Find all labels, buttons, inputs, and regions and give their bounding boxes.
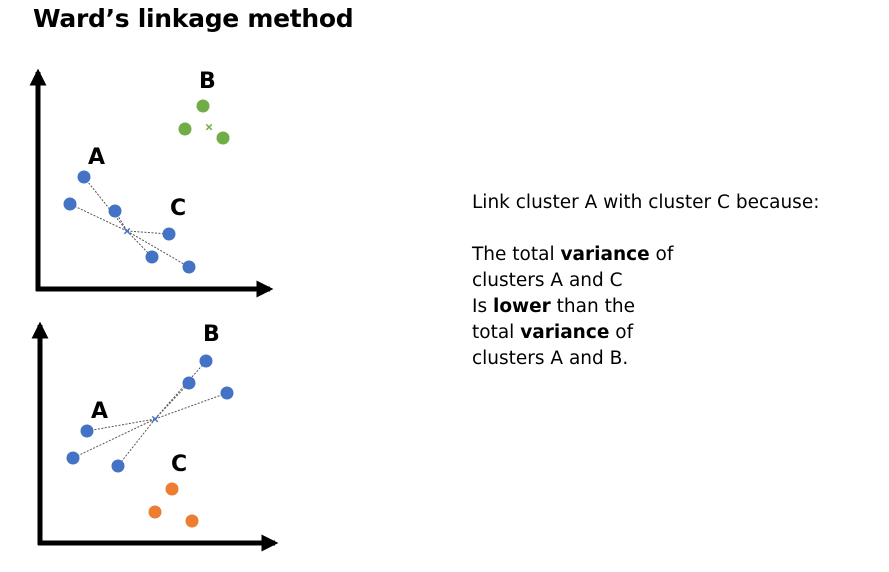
emphasis-lower: lower — [492, 296, 551, 317]
bottom-cluster-ab: × — [66, 354, 234, 473]
bottom-point-a — [66, 451, 80, 465]
top-cluster-b: × — [178, 99, 230, 145]
bottom-cluster-c — [148, 482, 199, 528]
top-point-b — [196, 99, 210, 113]
explanation-line-5: clusters A and B. — [472, 348, 629, 369]
top-point-c — [162, 227, 176, 241]
top-point-a — [108, 204, 122, 218]
top-cluster-ac: × — [63, 170, 196, 274]
bottom-link — [154, 392, 228, 420]
explanation-line-2: clusters A and C — [472, 270, 623, 291]
bottom-link — [72, 418, 156, 459]
top-point-a — [77, 170, 91, 184]
top-label-c: C — [170, 196, 186, 221]
explanation-text-part: of — [609, 322, 634, 343]
bottom-centroid-ab: × — [151, 412, 159, 427]
explanation-text-part: Is — [472, 296, 493, 317]
bottom-point-c — [185, 514, 199, 528]
bottom-link — [154, 360, 207, 420]
top-link — [126, 230, 170, 235]
explanation-text-part: The total — [472, 244, 561, 265]
bottom-label-c: C — [171, 452, 187, 477]
top-point-b — [216, 131, 230, 145]
emphasis-variance: variance — [560, 244, 650, 265]
top-label-b: B — [199, 69, 216, 94]
emphasis-variance: variance — [520, 322, 610, 343]
bottom-point-a — [111, 459, 125, 473]
bottom-links — [72, 360, 228, 467]
top-link — [126, 230, 153, 258]
bottom-point-b — [220, 386, 234, 400]
explanation-text-part: of — [649, 244, 674, 265]
explanation-line-4: total variance of — [472, 320, 819, 346]
bottom-label-b: B — [203, 322, 220, 347]
top-axes — [29, 68, 274, 298]
top-label-a: A — [88, 145, 105, 170]
top-centroid-b: × — [205, 120, 213, 135]
bottom-point-c — [165, 482, 179, 496]
top-point-a — [63, 197, 77, 211]
explanation-text: Link cluster A with cluster C because: T… — [472, 190, 819, 372]
bottom-point-b — [199, 354, 213, 368]
top-link — [83, 176, 128, 232]
bottom-link — [154, 382, 190, 420]
page-title: Ward’s linkage method — [33, 4, 354, 33]
top-link — [69, 203, 128, 232]
explanation-intro: Link cluster A with cluster C because: — [472, 192, 820, 213]
top-point-c — [182, 260, 196, 274]
explanation-line-1: The total variance of — [472, 242, 819, 268]
explanation-line-3: Is lower than the — [472, 294, 819, 320]
top-point-b — [178, 122, 192, 136]
bottom-point-a — [80, 424, 94, 438]
top-links — [69, 176, 190, 268]
explanation-text-part: total — [472, 322, 521, 343]
bottom-point-c — [148, 505, 162, 519]
top-centroid-ac: × — [123, 224, 131, 239]
top-link — [126, 230, 190, 268]
explanation-text-part: than the — [550, 296, 635, 317]
bottom-point-b — [182, 376, 196, 390]
bottom-link — [117, 418, 156, 467]
bottom-label-a: A — [91, 399, 108, 424]
bottom-link — [86, 418, 156, 432]
bottom-axes — [31, 321, 279, 552]
top-point-c — [145, 250, 159, 264]
